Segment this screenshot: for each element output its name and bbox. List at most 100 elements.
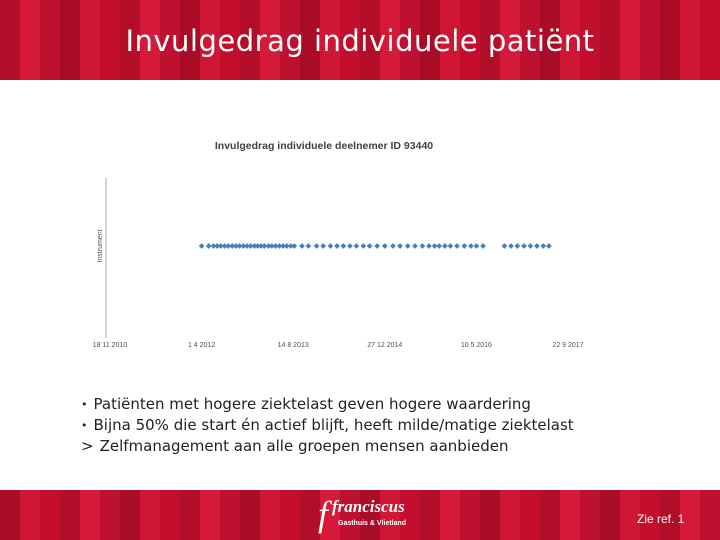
data-point [426,243,432,249]
data-point [251,243,258,249]
band-tile [560,40,580,60]
band-tile [660,60,680,80]
band-tile [20,490,40,510]
band-tile [620,530,640,540]
data-point [374,243,380,249]
band-tile [60,20,80,40]
band-tile [680,20,700,40]
band-tile [540,0,560,20]
data-point [313,243,320,249]
band-tile [20,0,40,20]
band-tile [440,0,460,20]
band-tile [100,490,120,510]
band-tile [180,40,200,60]
data-point [334,243,340,249]
data-points [198,243,552,249]
footer-band: f franciscus Gasthuis & Vlietland Zie re… [0,490,720,540]
band-tile [280,530,300,540]
band-tile [160,490,180,510]
band-tile [480,490,500,510]
band-tile [420,510,440,530]
band-tile [240,60,260,80]
band-tile [360,530,380,540]
band-tile [220,510,240,530]
band-tile [600,490,620,510]
band-tile [440,510,460,530]
band-tile [420,0,440,20]
band-tile [220,20,240,40]
band-tile [20,60,40,80]
band-tile [200,510,220,530]
reference-note: Zie ref. 1 [637,512,685,526]
band-tile [260,510,280,530]
band-tile [500,510,520,530]
data-point [436,243,443,249]
bullet-item: • Patiënten met hogere ziektelast geven h… [81,394,701,415]
band-tile [100,60,120,80]
data-point [244,243,250,249]
data-point [353,243,360,249]
data-point [229,243,236,249]
band-tile [600,40,620,60]
band-tile [700,510,720,530]
band-tile [640,490,660,510]
band-tile [400,20,420,40]
data-point [540,243,547,249]
data-point [214,243,221,249]
band-tile [540,510,560,530]
band-tile [440,40,460,60]
band-tile [20,510,40,530]
data-point [327,243,334,249]
band-tile [320,530,340,540]
band-tile [140,60,160,80]
band-tile [680,0,700,20]
band-tile [580,20,600,40]
data-point [480,243,486,249]
band-tile [480,510,500,530]
band-tile [60,40,80,60]
data-point [247,243,254,249]
band-tile [260,0,280,20]
band-tile [660,530,680,540]
band-tile [40,510,60,530]
band-tile [60,0,80,20]
band-tile [300,0,320,20]
band-tile [180,530,200,540]
data-point [272,243,279,249]
band-tile [280,490,300,510]
data-point [291,243,298,249]
band-tile [580,60,600,80]
logo-name: franciscus [332,497,405,516]
band-tile [380,0,400,20]
band-tile [360,510,380,530]
data-point [442,243,448,249]
data-point [419,243,426,249]
band-tile [660,0,680,20]
band-tile [520,530,540,540]
band-tile [220,530,240,540]
band-tile [100,530,120,540]
band-tile [240,530,260,540]
band-tile [40,40,60,60]
band-tile [600,60,620,80]
band-tile [0,20,20,40]
x-tick-label: 14 8 2013 [278,342,309,349]
band-tile [0,60,20,80]
band-tile [180,490,200,510]
band-tile [80,20,100,40]
band-tile [500,530,520,540]
data-point [221,243,228,249]
band-tile [520,40,540,60]
band-tile [420,60,440,80]
band-tile [640,60,660,80]
band-tile [500,20,520,40]
band-tile [640,40,660,60]
band-tile [80,40,100,60]
data-point [210,243,217,249]
band-tile [660,20,680,40]
band-tile [80,510,100,530]
bullet-text: Zelfmanagement aan alle groepen mensen a… [99,437,509,455]
x-tick-label: 18 11 2010 [93,342,128,349]
data-point [521,243,527,249]
band-tile [500,490,520,510]
